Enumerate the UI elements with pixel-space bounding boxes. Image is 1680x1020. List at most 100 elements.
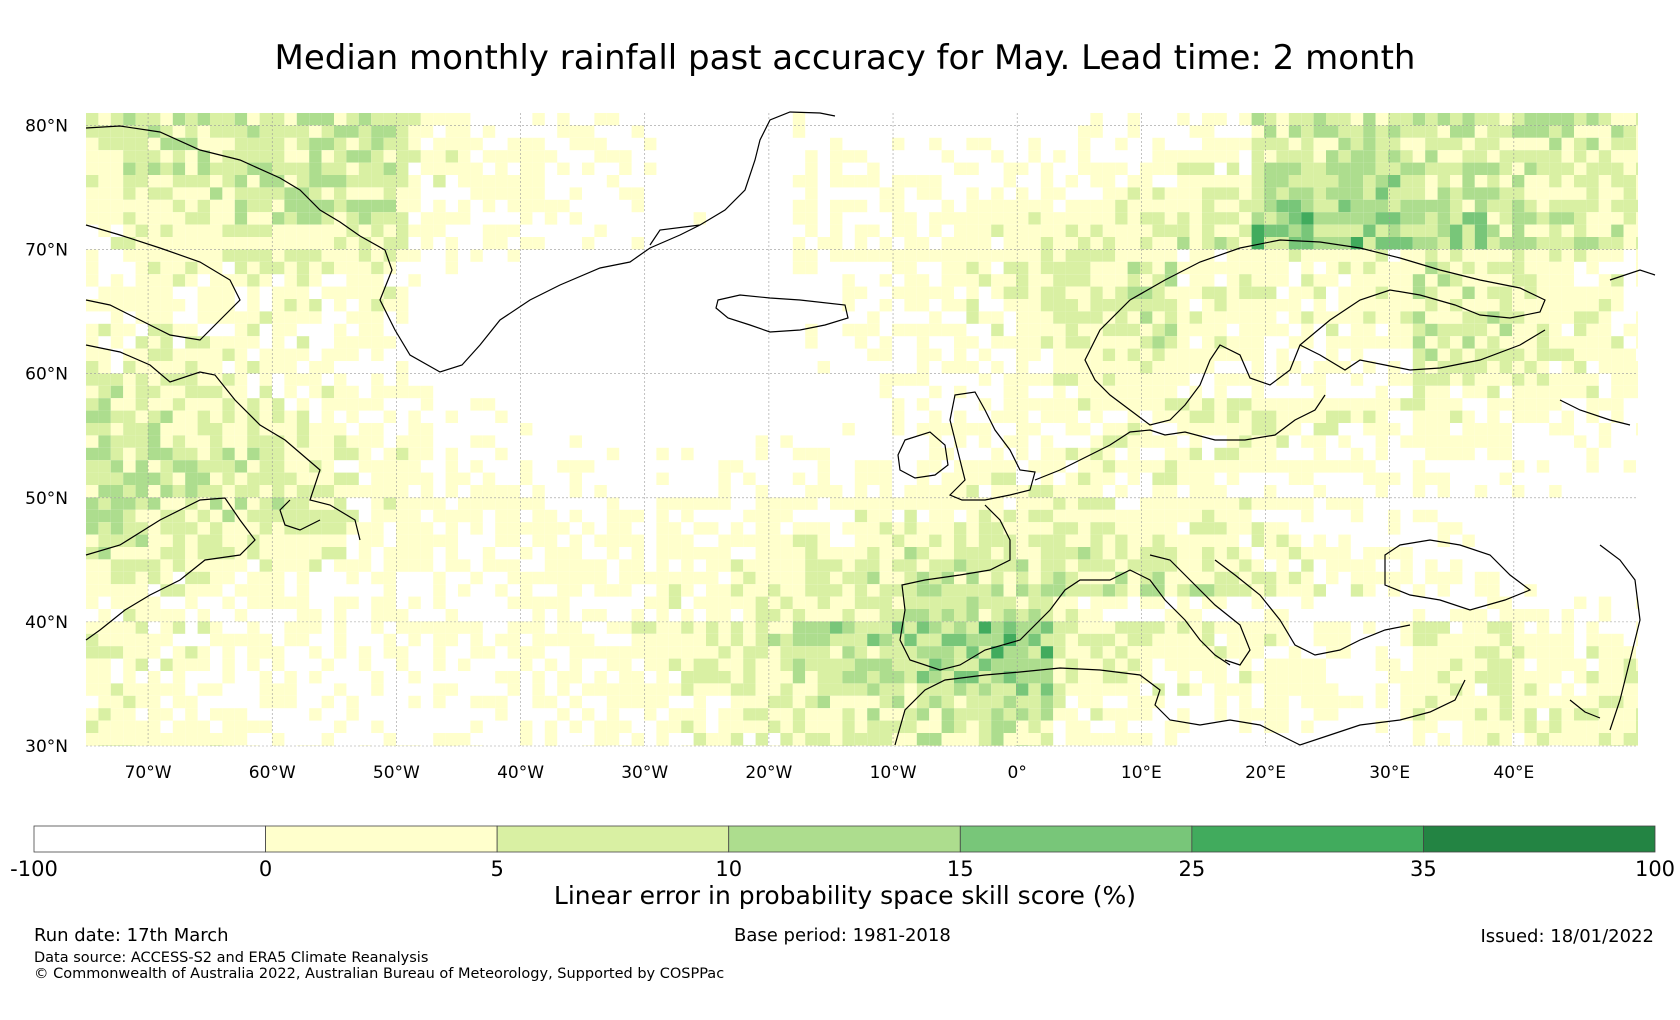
grid-cell (941, 609, 954, 622)
grid-cell (1040, 373, 1054, 386)
grid-cell (445, 410, 458, 423)
grid-cell (904, 261, 917, 275)
grid-cell (1598, 224, 1612, 237)
grid-cell (978, 571, 992, 585)
grid-cell (1028, 261, 1041, 275)
grid-cell (1288, 150, 1302, 163)
grid-cell (396, 249, 409, 262)
grid-cell (594, 683, 607, 696)
grid-cell (606, 534, 620, 547)
grid-cell (197, 584, 210, 597)
grid-cell (495, 224, 508, 237)
grid-cell (1202, 150, 1215, 163)
grid-cell (160, 485, 173, 498)
grid-cell (247, 447, 260, 461)
grid-cell (1388, 162, 1401, 175)
grid-cell (1636, 385, 1638, 399)
grid-cell (978, 745, 992, 746)
grid-cell (371, 435, 384, 448)
grid-cell (656, 646, 669, 659)
grid-cell (867, 162, 880, 175)
grid-cell (1499, 472, 1512, 485)
grid-cell (1102, 274, 1116, 287)
grid-cell (408, 150, 421, 163)
grid-cell (768, 547, 781, 560)
grid-cell (396, 621, 409, 634)
grid-cell (1251, 323, 1264, 337)
grid-cell (1400, 150, 1413, 163)
grid-cell (507, 485, 520, 498)
grid-cell (1152, 485, 1165, 498)
grid-cell (569, 137, 582, 151)
grid-cell (929, 187, 942, 200)
grid-cell (1363, 150, 1376, 163)
grid-cell (1152, 695, 1165, 709)
grid-cell (1425, 361, 1438, 374)
grid-cell (197, 460, 210, 473)
grid-cell (706, 596, 719, 609)
grid-cell (1164, 299, 1178, 312)
grid-cell (1549, 299, 1562, 312)
grid-cell (1549, 224, 1562, 237)
grid-cell (309, 447, 322, 461)
grid-cell (1040, 708, 1054, 721)
grid-cell (842, 175, 855, 188)
grid-cell (371, 162, 384, 175)
grid-cell (768, 658, 781, 671)
grid-cell (358, 460, 372, 473)
grid-cell (569, 547, 582, 560)
grid-cell (1264, 125, 1277, 138)
grid-cell (1313, 485, 1326, 498)
grid-cell (1251, 522, 1264, 535)
grid-cell (1276, 658, 1289, 671)
grid-cell (346, 175, 359, 188)
grid-cell (172, 410, 186, 423)
grid-cell (1202, 671, 1215, 684)
grid-cell (135, 571, 148, 585)
grid-cell (1276, 323, 1289, 337)
colorbar-bin (728, 825, 961, 853)
grid-cell (1313, 224, 1326, 237)
grid-cell (309, 547, 322, 560)
grid-cell (582, 559, 595, 572)
grid-cell (1251, 336, 1264, 349)
grid-cell (1301, 274, 1314, 287)
grid-cell (445, 609, 458, 622)
grid-cell (1078, 212, 1091, 225)
grid-cell (1177, 423, 1190, 436)
grid-cell (1524, 274, 1537, 287)
grid-cell (978, 237, 992, 250)
grid-cell (259, 534, 272, 547)
grid-cell (1462, 261, 1475, 275)
grid-cell (805, 671, 818, 684)
grid-cell (1412, 286, 1426, 299)
grid-cell (1264, 447, 1277, 461)
grid-cell (582, 137, 595, 151)
grid-cell (1574, 720, 1587, 733)
grid-cell (904, 720, 917, 733)
grid-cell (383, 199, 396, 213)
grid-cell (854, 522, 868, 535)
grid-cell (805, 175, 818, 188)
grid-cell (234, 385, 248, 399)
grid-cell (247, 571, 260, 585)
grid-cell (1140, 199, 1153, 213)
grid-cell (1375, 683, 1388, 696)
grid-cell (1040, 584, 1054, 597)
grid-cell (1003, 199, 1016, 213)
grid-cell (334, 534, 347, 547)
grid-cell (1549, 720, 1562, 733)
grid-cell (1512, 323, 1525, 337)
grid-cell (420, 447, 434, 461)
grid-cell (991, 472, 1004, 485)
grid-cell (805, 695, 818, 709)
grid-cell (1177, 348, 1190, 361)
grid-cell (532, 175, 545, 188)
grid-cell (1214, 385, 1227, 399)
grid-cell (371, 187, 384, 200)
grid-cell (433, 571, 446, 585)
grid-cell (309, 609, 322, 622)
grid-cell (445, 460, 458, 473)
grid-cell (1338, 534, 1351, 547)
grid-cell (272, 212, 285, 225)
